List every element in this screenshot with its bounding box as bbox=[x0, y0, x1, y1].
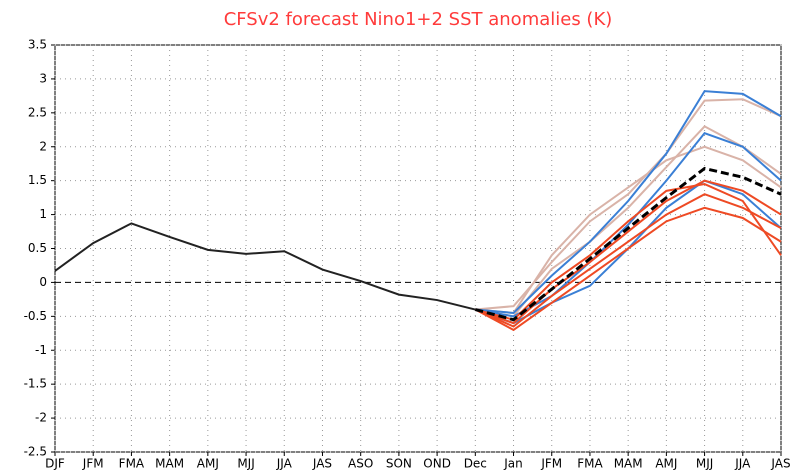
series-line bbox=[475, 183, 782, 321]
y-tick-label: -0.5 bbox=[24, 309, 47, 323]
x-tick-label: JFM bbox=[540, 457, 562, 471]
y-tick-label: 1 bbox=[39, 207, 47, 221]
x-tick-label: MJJ bbox=[696, 457, 713, 471]
x-tick-label: JAS bbox=[312, 457, 332, 471]
x-tick-label: JJA bbox=[734, 457, 751, 471]
y-tick-label: -1 bbox=[35, 343, 47, 357]
y-tick-label: 3.5 bbox=[28, 38, 47, 52]
x-tick-label: OND bbox=[423, 457, 451, 471]
series-line bbox=[475, 98, 782, 311]
y-tick-label: -1.5 bbox=[24, 377, 47, 391]
y-tick-label: 1.5 bbox=[28, 173, 47, 187]
x-tick-label: FMA bbox=[119, 457, 145, 471]
series-line bbox=[475, 145, 782, 314]
y-tick-label: 0.5 bbox=[28, 241, 47, 255]
x-tick-label: AMJ bbox=[197, 457, 219, 471]
x-tick-label: MJJ bbox=[237, 457, 254, 471]
x-tick-label: JAS bbox=[770, 457, 790, 471]
series-line bbox=[475, 90, 782, 314]
x-tick-label: FMA bbox=[577, 457, 603, 471]
plot-frame bbox=[54, 44, 782, 453]
y-tick-label: 2 bbox=[39, 139, 47, 153]
x-tick-label: DJF bbox=[45, 457, 65, 471]
y-tick-label: -2 bbox=[35, 411, 47, 425]
x-tick-label: SON bbox=[386, 457, 412, 471]
series-line bbox=[54, 222, 476, 311]
chart-title: CFSv2 forecast Nino1+2 SST anomalies (K) bbox=[224, 9, 613, 30]
x-tick-label: Jan bbox=[503, 457, 523, 471]
y-tick-label: 2.5 bbox=[28, 105, 47, 119]
x-tick-label: JFM bbox=[82, 457, 104, 471]
y-tick-label: 0 bbox=[39, 275, 47, 289]
x-tick-label: MAM bbox=[614, 457, 643, 471]
y-tick-label: -2.5 bbox=[24, 445, 47, 459]
x-tick-label: Dec bbox=[464, 457, 487, 471]
y-tick-label: 3 bbox=[39, 71, 47, 85]
x-tick-label: ASO bbox=[348, 457, 373, 471]
series-line bbox=[474, 193, 782, 328]
series-line bbox=[474, 179, 782, 325]
series-line bbox=[474, 206, 782, 332]
x-tick-label: MAM bbox=[155, 457, 184, 471]
x-tick-label: AMJ bbox=[655, 457, 677, 471]
x-tick-label: JJA bbox=[276, 457, 293, 471]
series-line bbox=[474, 166, 782, 322]
